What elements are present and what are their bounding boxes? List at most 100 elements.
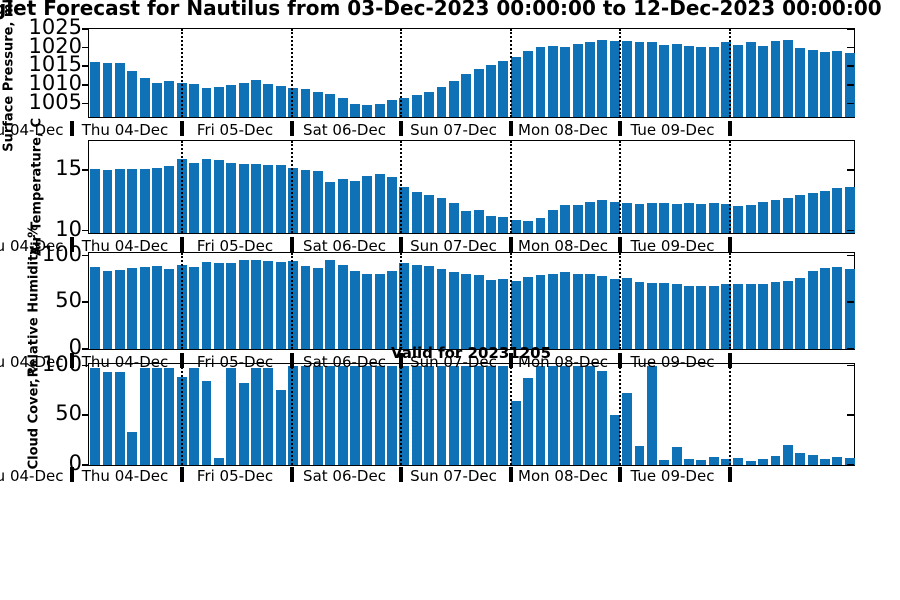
day-label: Tue 09-Dec (630, 237, 715, 255)
cloud-cover-bar (807, 455, 818, 465)
relative-humidity-bar (424, 266, 435, 349)
day-label: Sat 06-Dec (303, 353, 386, 371)
cloud-cover-bar (411, 365, 422, 465)
day-boundary-tick (617, 121, 622, 136)
cloud-cover-bar (263, 367, 274, 465)
surface-pressure-bar (832, 51, 843, 117)
y-tick-mark (82, 364, 89, 367)
air-temperature-bar (782, 197, 793, 233)
air-temperature-bar (238, 164, 249, 233)
cloud-cover-bar (152, 367, 162, 465)
cloud-cover-plot (82, 363, 855, 466)
y-tick-mark (847, 102, 854, 105)
cloud-cover-bar (609, 414, 620, 465)
y-tick-mark (847, 65, 854, 67)
day-boundary-gridline (400, 141, 402, 233)
day-boundary-tick (617, 353, 622, 368)
air-temperature-bar (745, 205, 756, 233)
surface-pressure-bar (758, 46, 769, 117)
day-label: Fri 05-Dec (196, 121, 274, 139)
surface-pressure-bar (585, 42, 595, 117)
day-boundary-tick (290, 237, 294, 252)
air-temperature-bar (300, 170, 311, 233)
cloud-cover-bar (251, 367, 261, 465)
y-tick-mark (847, 364, 854, 367)
relative-humidity-bar (226, 263, 237, 349)
day-boundary-tick (508, 467, 513, 482)
day-boundary-tick (70, 467, 74, 482)
clipped-day-label: Thu 04-Dec (0, 353, 64, 371)
cloud-cover-bar (461, 365, 472, 465)
y-tick-mark (847, 348, 854, 350)
surface-pressure-bar (288, 87, 299, 117)
surface-pressure-bar (213, 87, 224, 117)
day-boundary-tick (727, 467, 732, 482)
surface-pressure-bar (275, 85, 286, 117)
air-temperature-bar (572, 205, 583, 233)
day-label: Tue 09-Dec (630, 353, 715, 371)
surface-pressure-plot (82, 28, 855, 118)
day-label: Sat 06-Dec (303, 121, 386, 139)
relative-humidity-bar (832, 266, 843, 349)
y-tick-mark (847, 169, 854, 171)
air-temperature-bar (152, 167, 162, 233)
surface-pressure-bar (226, 85, 237, 117)
day-boundary-gridline (509, 29, 512, 117)
cloud-cover-bar (164, 367, 175, 465)
day-boundary-tick (727, 237, 732, 252)
air-temperature-bar (659, 202, 670, 233)
y-tick-mark (82, 229, 89, 232)
air-temperature-bar (807, 193, 818, 233)
surface-pressure-bar (300, 88, 311, 117)
relative-humidity-bar (523, 277, 534, 349)
y-tick-label: 1025 (28, 15, 82, 39)
surface-pressure-bar (535, 46, 546, 117)
air-temperature-bar (795, 195, 806, 233)
surface-pressure-bar (510, 56, 521, 117)
surface-pressure-bar (473, 68, 484, 117)
figure-title: glet Forecast for Nautilus from 03-Dec-2… (0, 0, 882, 20)
air-temperature-bar (547, 210, 558, 233)
cloud-cover-bar (226, 367, 237, 465)
cloud-cover-bar (362, 365, 373, 465)
air-temperature-bar (473, 210, 484, 233)
y-tick-mark (82, 46, 89, 49)
day-boundary-tick (617, 237, 622, 252)
cloud-cover-bar (424, 365, 435, 465)
cloud-cover-bar (288, 365, 299, 465)
day-label: Fri 05-Dec (196, 353, 274, 371)
air-temperature-bar (523, 220, 534, 233)
air-temperature-bar (585, 201, 595, 233)
relative-humidity-bar (510, 280, 521, 349)
day-boundary-gridline (290, 141, 293, 233)
cloud-cover-bar (844, 458, 855, 465)
cloud-cover-bar (436, 365, 447, 465)
surface-pressure-bar (486, 64, 496, 117)
surface-pressure-bar (263, 84, 274, 117)
surface-pressure-bar (127, 70, 138, 117)
air-temperature-bar (498, 217, 509, 233)
air-temperature-bar (325, 182, 336, 233)
relative-humidity-bar (201, 262, 212, 349)
relative-humidity-bar (659, 282, 670, 349)
surface-pressure-bar (659, 44, 670, 117)
cloud-cover-bar (535, 365, 546, 465)
air-temperature-bar (535, 218, 546, 233)
cloud-cover-bar (597, 370, 608, 465)
day-boundary-gridline (181, 141, 183, 233)
relative-humidity-bar (436, 268, 447, 349)
y-tick-mark (847, 414, 854, 416)
surface-pressure-bar (349, 103, 360, 117)
relative-humidity-bar (238, 260, 249, 349)
cloud-cover-bar (498, 365, 509, 465)
air-temperature-bar (213, 160, 224, 233)
cloud-cover-bar (325, 365, 336, 465)
surface-pressure-bar (152, 82, 162, 117)
cloud-cover-bar (399, 365, 410, 465)
day-label: Mon 08-Dec (518, 237, 608, 255)
day-boundary-gridline (728, 29, 731, 117)
day-boundary-gridline (400, 253, 402, 349)
day-axis-row: Thu 04-Dec Thu 04-Dec Fri 05-Dec Sat 06-Dec… (0, 121, 900, 139)
air-temperature-bar (486, 216, 496, 233)
surface-pressure-bar (646, 42, 657, 117)
